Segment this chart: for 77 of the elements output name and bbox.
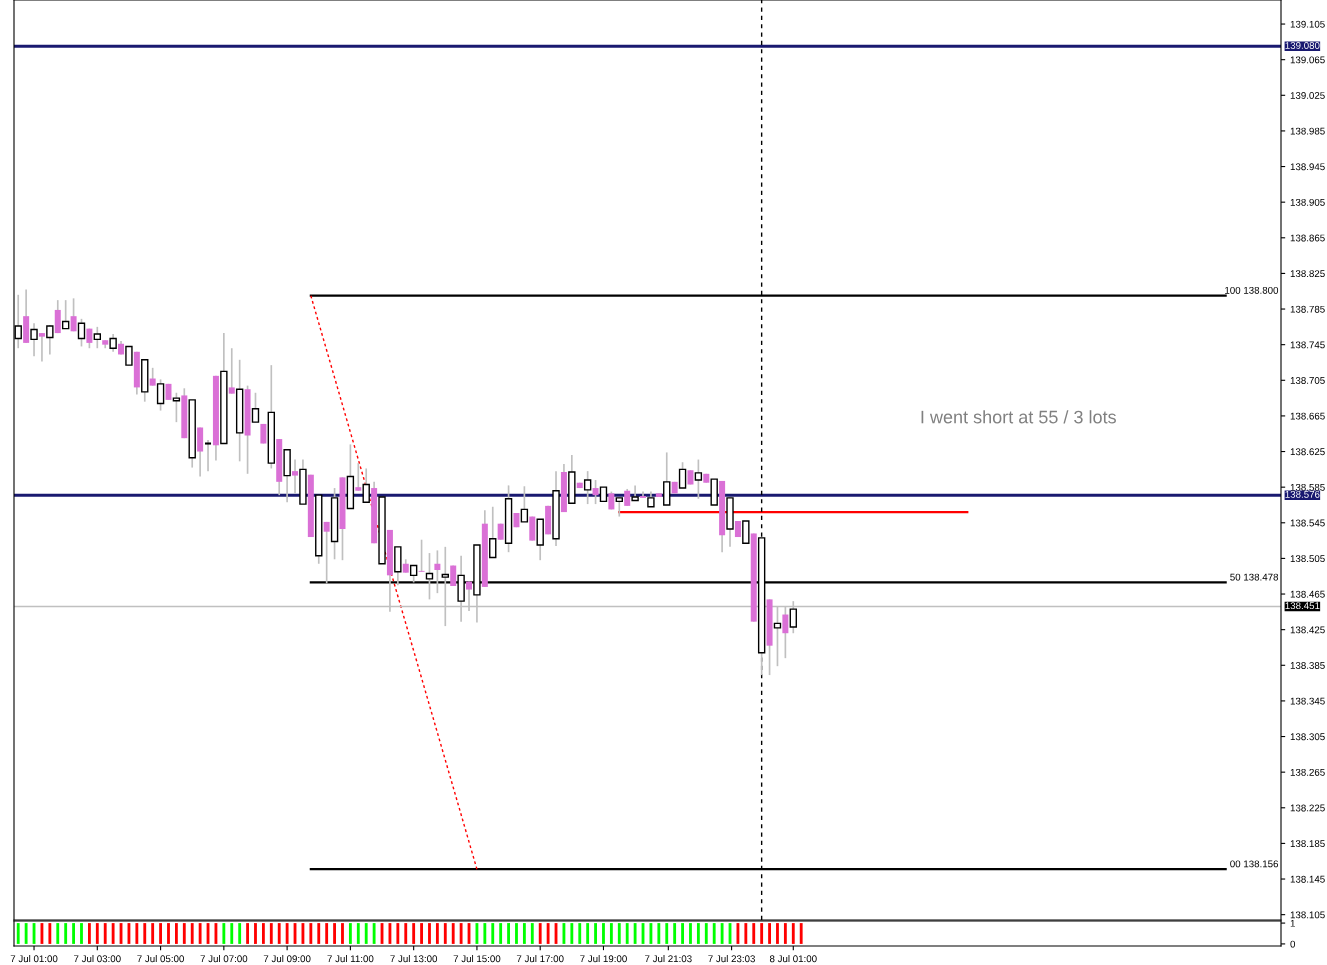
y-tick-label: 138.225 [1290,804,1325,812]
ref-line-label: 139.080 [1285,42,1320,49]
candlestick [93,326,102,350]
y-tick-label: 138.545 [1290,519,1325,527]
y-tick-label: 138.465 [1290,590,1325,598]
candlestick [489,505,497,559]
x-tick-label: 7 Jul 03:00 [74,955,121,963]
y-tick-label: 138.305 [1290,733,1325,741]
x-tick-label: 7 Jul 21:03 [645,955,692,963]
candlestick [228,347,235,395]
y-tick-label: 139.105 [1290,20,1325,28]
x-tick-label: 7 Jul 23:03 [708,955,755,963]
x-tick-label: 7 Jul 07:00 [200,955,248,963]
y-tick-label: 138.105 [1290,911,1325,919]
y-tick-label: 138.145 [1290,875,1325,883]
candlestick [592,479,599,505]
y-tick-label: 138.745 [1290,341,1325,349]
y-tick-label: 138.185 [1290,840,1325,848]
candlestick [172,391,181,423]
y-tick-label: 138.785 [1290,305,1325,313]
series-label: 50 138.478 [1230,573,1279,581]
x-tick-label: 8 Jul 01:00 [769,955,817,963]
y-tick-label: 138.385 [1290,662,1325,669]
series-label: 100 138.800 [1225,286,1279,294]
y-tick-label: 138.945 [1290,163,1325,171]
y-tick-label: 138.705 [1290,377,1325,384]
y-tick-label: 138.505 [1290,555,1325,563]
y-tick-label: 1 [1290,919,1295,927]
x-tick-label: 7 Jul 09:00 [263,955,311,963]
y-tick-label: 138.985 [1290,127,1325,135]
y-tick-label: 138.425 [1290,626,1325,634]
candlestick [61,299,70,330]
candlestick [70,297,77,333]
candlestick [434,549,441,594]
candlestick [583,470,592,505]
y-tick-label: 138.345 [1290,697,1325,705]
y-tick-label: 138.585 [1290,483,1325,491]
y-tick-label: 138.865 [1290,234,1325,242]
candlestick [46,324,54,356]
y-tick-label: 138.905 [1290,198,1325,206]
candlestick [663,451,671,506]
candlestick [362,467,370,504]
candlestick [742,520,750,544]
x-tick-label: 7 Jul 13:00 [390,955,438,963]
y-tick-label: 138.265 [1290,768,1325,776]
candlestick [30,322,38,358]
candlestick [292,458,299,495]
x-tick-label: 7 Jul 19:00 [580,955,627,963]
annotation: I went short at 55 / 3 lots [921,410,1116,424]
y-tick-label: 139.065 [1290,56,1325,64]
candlestick [125,345,133,366]
y-tick-label: 138.825 [1290,270,1325,278]
candlestick [678,461,687,489]
y-tick-label: 139.025 [1290,92,1325,99]
x-tick-label: 7 Jul 11:00 [327,955,374,963]
candlestick [251,391,260,423]
y-tick-label: 138.665 [1290,412,1325,420]
candlestick [355,462,362,492]
candlestick [54,299,61,334]
candlestick [156,378,165,412]
candlestick [38,332,45,363]
candlestick [694,458,703,500]
x-tick-label: 7 Jul 01:00 [10,955,58,963]
x-tick-label: 7 Jul 17:00 [516,955,564,963]
candlestick [77,318,86,348]
y-tick-label: 0 [1290,940,1296,948]
candlestick [615,497,623,518]
candlestick [323,521,330,585]
candlestick [203,439,213,472]
candlestick [520,485,529,523]
candlestick [418,538,425,573]
ref-line-label: 138.576 [1285,490,1320,498]
x-tick-label: 7 Jul 15:00 [453,955,501,963]
y-tick-label: 138.625 [1290,448,1325,456]
series-label: 00 138.156 [1230,860,1279,868]
ref-line-label: 138.451 [1285,602,1320,610]
x-tick-label: 7 Jul 05:00 [137,955,184,963]
